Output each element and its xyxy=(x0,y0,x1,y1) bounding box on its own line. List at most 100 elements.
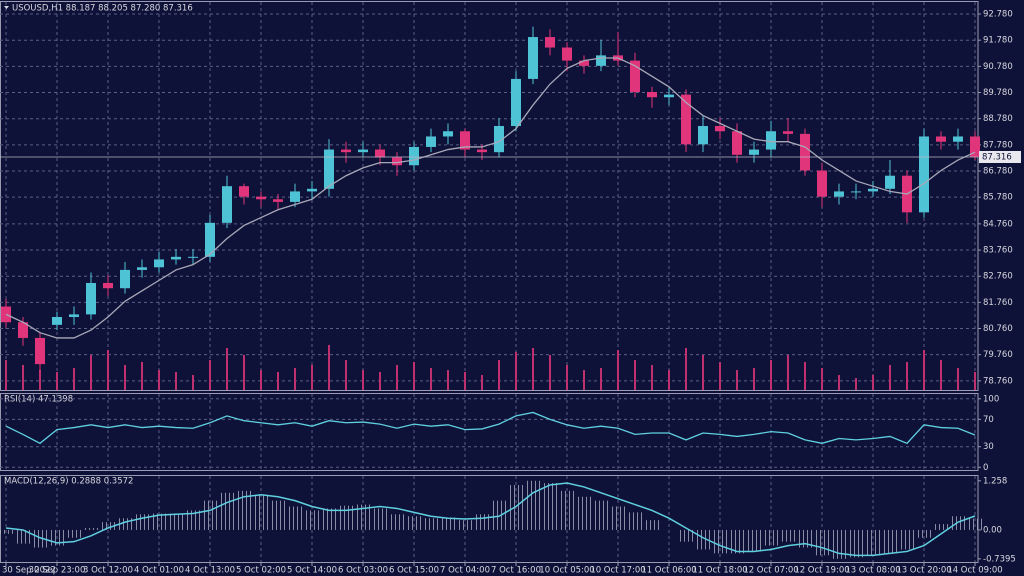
y-tick-label: 88.780 xyxy=(983,114,1013,124)
macd-bar xyxy=(204,500,205,530)
candle-body xyxy=(800,133,810,171)
x-tick-label: 4 Oct 13:00 xyxy=(185,566,235,576)
macd-bar xyxy=(731,529,732,554)
macd-bar xyxy=(799,529,800,548)
candle-body xyxy=(953,136,963,142)
candle-body xyxy=(494,126,504,153)
macd-bar xyxy=(38,529,39,548)
candle-body xyxy=(18,322,28,338)
macd-bar xyxy=(858,529,859,558)
macd-bar xyxy=(913,529,914,550)
volume-bar xyxy=(56,372,58,390)
macd-bar xyxy=(140,514,141,530)
macd-bar xyxy=(238,490,239,530)
macd-bar xyxy=(382,508,383,530)
volume-bar xyxy=(498,360,500,390)
macd-bar xyxy=(884,529,885,554)
macd-bar xyxy=(964,516,965,530)
current-price-label: 87.316 xyxy=(982,152,1012,162)
macd-bar xyxy=(743,529,744,554)
macd-bar xyxy=(828,529,829,556)
x-tick-label: 30 Sep 23:00 xyxy=(29,566,86,576)
macd-bar xyxy=(102,522,103,530)
macd-bar xyxy=(641,512,642,530)
y-tick-label: 79.760 xyxy=(983,350,1013,360)
macd-bar xyxy=(344,505,345,530)
macd-bar xyxy=(191,510,192,530)
candle-body xyxy=(528,37,538,79)
x-tick-label: 14 Oct 09:00 xyxy=(947,566,1002,576)
candle-body xyxy=(647,92,657,98)
macd-bar xyxy=(888,529,889,554)
macd-bar xyxy=(97,527,98,530)
macd-bar xyxy=(935,524,936,530)
macd-bar xyxy=(862,529,863,558)
candle-body xyxy=(545,37,555,48)
macd-bar xyxy=(905,529,906,550)
price-title: USOUSD,H1 88.187 88.205 87.280 87.316 xyxy=(12,4,193,14)
candle-body xyxy=(817,170,827,197)
macd-bar xyxy=(480,514,481,530)
macd-bar xyxy=(752,529,753,552)
y-tick-label: 91.780 xyxy=(983,36,1013,46)
macd-bar xyxy=(123,518,124,530)
candle-body xyxy=(69,314,79,318)
macd-bar xyxy=(726,529,727,554)
volume-bar xyxy=(192,375,194,390)
macd-bar xyxy=(301,506,302,530)
volume-bar xyxy=(158,370,160,390)
macd-bar xyxy=(658,520,659,530)
macd-bar xyxy=(981,518,982,530)
volume-bar xyxy=(73,368,75,390)
volume-bar xyxy=(617,350,619,390)
macd-bar xyxy=(709,529,710,550)
volume-bar xyxy=(821,368,823,390)
volume-bar xyxy=(175,372,177,390)
price-panel-frame xyxy=(0,1,979,391)
macd-bar xyxy=(510,484,511,530)
macd-bar xyxy=(739,529,740,554)
candle-body xyxy=(732,131,742,155)
macd-bar xyxy=(335,508,336,530)
y-tick-label: 0.00 xyxy=(983,525,1002,535)
macd-bar xyxy=(765,529,766,546)
macd-bar xyxy=(327,508,328,530)
macd-bar xyxy=(272,500,273,530)
candle-body xyxy=(664,94,674,98)
candle-body xyxy=(52,317,62,325)
candle-body xyxy=(460,131,470,150)
macd-bar xyxy=(55,529,56,546)
y-tick-label: 86.780 xyxy=(983,167,1013,177)
macd-bar xyxy=(399,514,400,530)
macd-bar xyxy=(416,516,417,530)
macd-bar xyxy=(259,494,260,530)
volume-bar xyxy=(957,368,959,390)
macd-bar xyxy=(590,496,591,530)
volume-bar xyxy=(464,372,466,390)
macd-bar xyxy=(433,518,434,530)
macd-bar xyxy=(199,510,200,530)
macd-bar xyxy=(973,518,974,530)
macd-bar xyxy=(391,514,392,530)
macd-bar xyxy=(926,529,927,538)
candle-body xyxy=(698,126,708,145)
y-tick-label: 78.760 xyxy=(983,376,1013,386)
macd-bar xyxy=(263,494,264,530)
macd-bar xyxy=(824,529,825,556)
macd-bar xyxy=(786,529,787,542)
volume-bar xyxy=(787,355,789,390)
macd-bar xyxy=(595,500,596,530)
volume-bar xyxy=(447,370,449,390)
candle-body xyxy=(715,126,725,132)
volume-bar xyxy=(345,360,347,390)
y-tick-label: 1.258 xyxy=(983,476,1007,486)
volume-bar xyxy=(974,372,976,390)
volume-bar xyxy=(600,368,602,390)
macd-bar xyxy=(654,520,655,530)
candle-body xyxy=(443,131,453,137)
rsi-panel-frame xyxy=(0,393,979,471)
volume-bar xyxy=(906,362,908,390)
macd-bar xyxy=(340,505,341,530)
macd-bar xyxy=(208,500,209,530)
